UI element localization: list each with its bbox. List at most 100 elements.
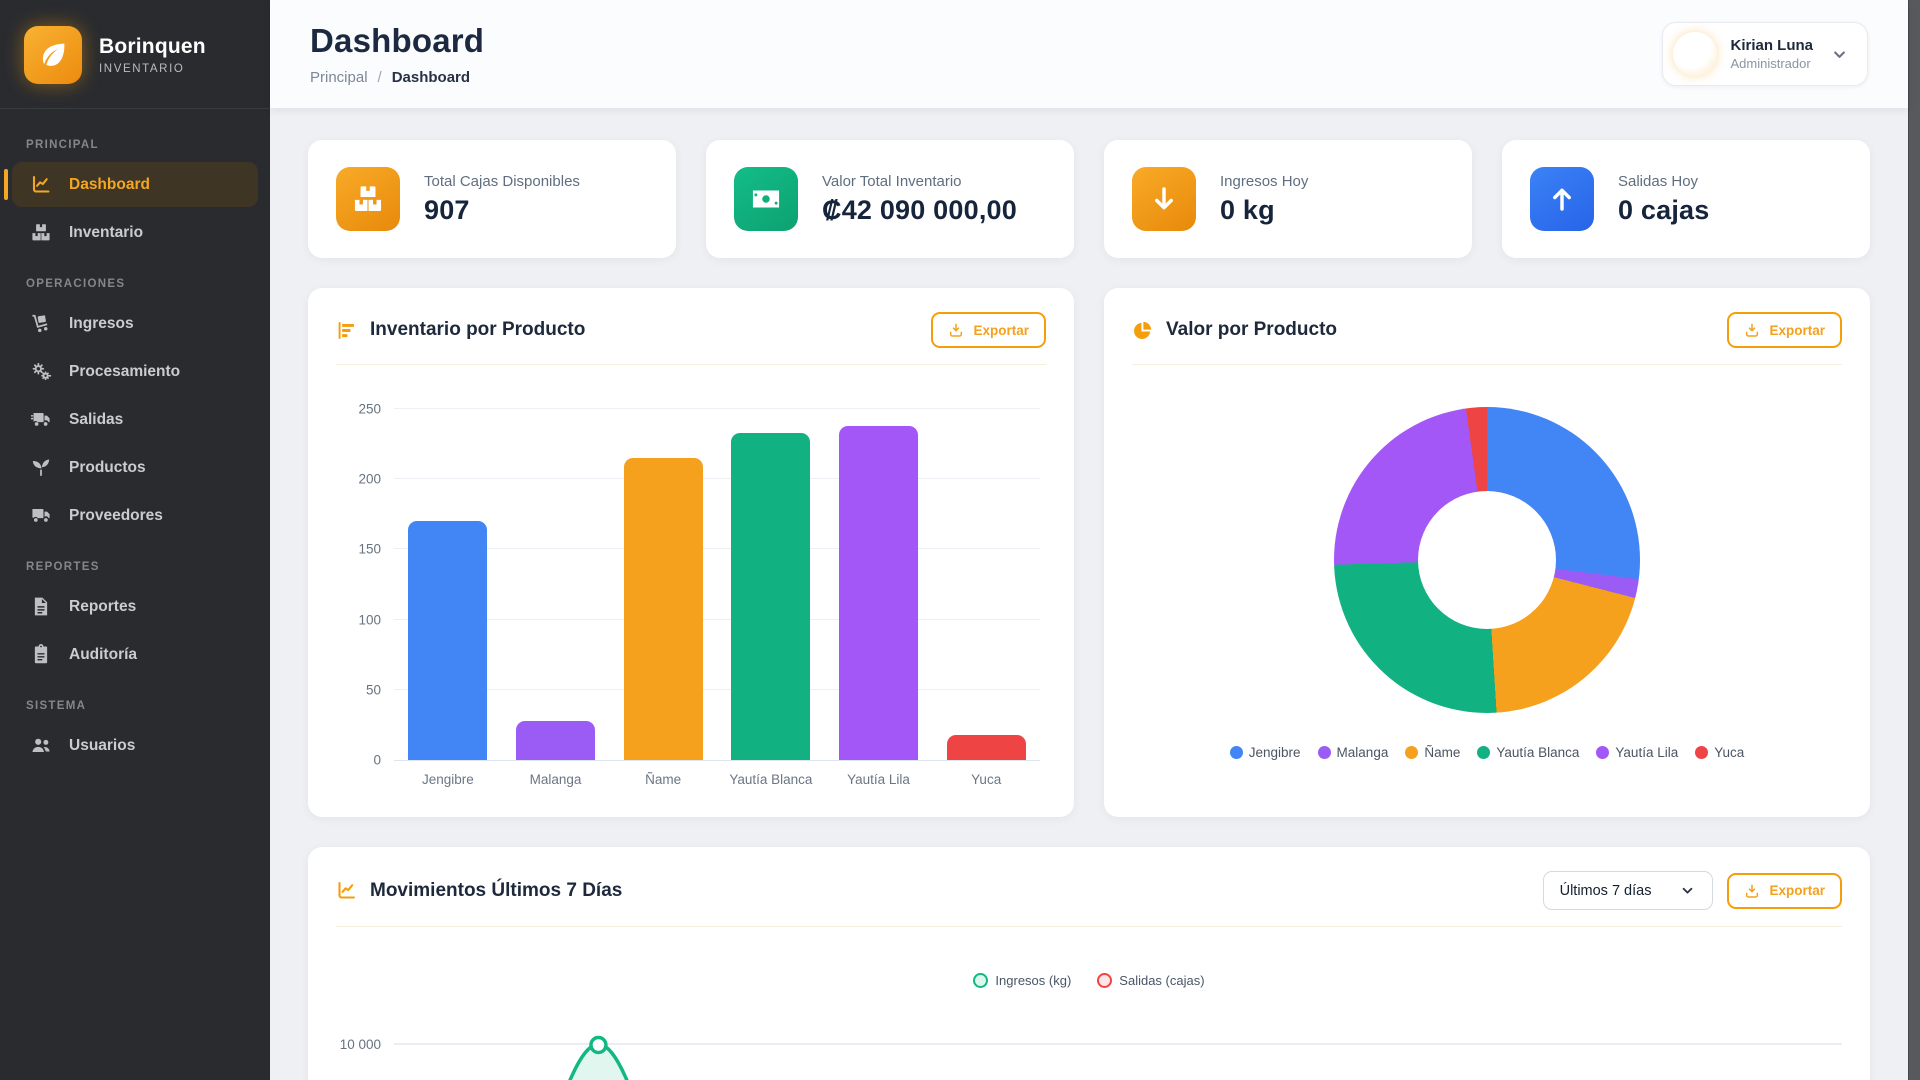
scrollbar[interactable] xyxy=(1908,0,1920,1080)
stat-text: Total Cajas Disponibles 907 xyxy=(424,173,580,226)
export-button[interactable]: Exportar xyxy=(1727,872,1842,909)
sidebar-item-reportes[interactable]: Reportes xyxy=(12,584,258,629)
topbar: Dashboard Principal / Dashboard Kirian L… xyxy=(270,0,1908,108)
bar-jengibre xyxy=(408,521,488,760)
legend-label: Salidas (cajas) xyxy=(1119,973,1205,988)
sidebar-item-productos[interactable]: Productos xyxy=(12,445,258,490)
sidebar-nav: PRINCIPAL Dashboard Inventario OPERACIONES I… xyxy=(0,109,270,791)
panel-title: Movimientos Últimos 7 Días xyxy=(336,880,622,902)
export-button[interactable]: Exportar xyxy=(931,312,1046,348)
line-chart-legend: Ingresos (kg) Salidas (cajas) xyxy=(336,973,1842,988)
sidebar-item-salidas[interactable]: Salidas xyxy=(12,397,258,442)
legend-item-yautia-blanca[interactable]: Yautía Blanca xyxy=(1477,745,1579,760)
sidebar-item-ingresos[interactable]: Ingresos xyxy=(12,301,258,346)
donut-chart: Jengibre Malanga Ñame Yautía Blanca Yautía L… xyxy=(1132,365,1842,760)
donut-ring xyxy=(1334,407,1640,713)
bar-column xyxy=(932,409,1040,760)
sidebar-item-label: Procesamiento xyxy=(69,362,181,380)
boxes-icon xyxy=(30,222,52,243)
line-chart-ytick: 10 000 xyxy=(339,1037,381,1052)
legend-item-name[interactable]: Ñame xyxy=(1405,745,1460,760)
charts-row: Inventario por Producto Exportar 0 50 100 1… xyxy=(308,288,1870,817)
nav-section-label-principal: PRINCIPAL xyxy=(26,139,99,151)
page-heading: Dashboard Principal / Dashboard xyxy=(310,22,484,86)
export-label: Exportar xyxy=(1769,322,1825,338)
dashboard-content: Total Cajas Disponibles 907 Valor Total In… xyxy=(270,108,1908,1080)
legend-label: Jengibre xyxy=(1248,745,1301,760)
x-axis-label: Yautía Lila xyxy=(847,772,910,787)
bar-malanga xyxy=(516,720,595,760)
sidebar-item-usuarios[interactable]: Usuarios xyxy=(12,723,258,768)
stat-card-valor-total-inventario: Valor Total Inventario ₡42 090 000,00 xyxy=(706,140,1074,258)
sidebar-item-auditoria[interactable]: Auditoría xyxy=(12,632,258,677)
donut-legend: Jengibre Malanga Ñame Yautía Blanca Yautía L… xyxy=(1229,745,1744,760)
boxes-icon xyxy=(336,167,400,231)
seedling-icon xyxy=(30,457,52,478)
sidebar-item-inventario[interactable]: Inventario xyxy=(12,210,258,255)
users-icon xyxy=(30,735,52,756)
range-select-value: Últimos 7 días xyxy=(1559,882,1652,899)
export-button[interactable]: Exportar xyxy=(1727,312,1842,348)
file-lines-icon xyxy=(30,596,52,617)
leaf-icon xyxy=(37,39,69,71)
sidebar-item-dashboard[interactable]: Dashboard xyxy=(4,162,258,207)
bar-chart-icon xyxy=(336,320,357,341)
user-menu[interactable]: Kirian Luna Administrador xyxy=(1662,22,1868,86)
pie-chart-icon xyxy=(1132,320,1153,341)
bar-column xyxy=(717,409,825,760)
panel-head: Movimientos Últimos 7 Días Últimos 7 día… xyxy=(336,871,1842,927)
legend-dot xyxy=(1229,746,1243,759)
arrow-up-icon xyxy=(1546,183,1578,215)
legend-item-yautia-lila[interactable]: Yautía Lila xyxy=(1596,745,1678,760)
ingresos-series-curve xyxy=(394,1035,1842,1080)
sidebar-item-procesamiento[interactable]: Procesamiento xyxy=(12,349,258,394)
panel-title-text: Valor por Producto xyxy=(1166,319,1338,340)
legend-label: Yautía Blanca xyxy=(1496,745,1580,760)
bar-name xyxy=(623,458,703,760)
stat-text: Valor Total Inventario ₡42 090 000,00 xyxy=(822,173,1017,226)
sidebar-item-label: Salidas xyxy=(69,410,124,428)
breadcrumb-separator: / xyxy=(377,69,382,86)
stats-row: Total Cajas Disponibles 907 Valor Total In… xyxy=(308,140,1870,258)
legend-item-jengibre[interactable]: Jengibre xyxy=(1229,745,1301,760)
y-axis-tick: 150 xyxy=(358,541,381,557)
page-title: Dashboard xyxy=(310,22,485,59)
breadcrumb: Principal / Dashboard xyxy=(310,69,484,86)
line-chart-icon xyxy=(336,880,357,901)
chart-line-icon xyxy=(30,174,52,195)
stat-text: Ingresos Hoy 0 kg xyxy=(1220,173,1308,226)
avatar xyxy=(1673,32,1718,76)
stat-card-total-cajas-disponibles: Total Cajas Disponibles 907 xyxy=(308,140,676,258)
line-chart-plot xyxy=(394,1030,1842,1080)
legend-item-yuca[interactable]: Yuca xyxy=(1695,745,1744,760)
sidebar-item-label: Productos xyxy=(69,458,146,476)
gears-icon xyxy=(30,361,52,382)
sidebar-item-label: Usuarios xyxy=(69,736,136,754)
breadcrumb-current: Dashboard xyxy=(391,69,471,86)
brand-logo xyxy=(24,26,82,84)
line-chart: 10 000 xyxy=(336,1030,1842,1080)
stat-value: 907 xyxy=(424,194,470,225)
clipboard-icon xyxy=(30,644,52,665)
range-select[interactable]: Últimos 7 días xyxy=(1542,871,1714,910)
money-bill-icon xyxy=(750,183,782,215)
bar-column xyxy=(394,409,502,760)
download-icon xyxy=(1744,322,1760,338)
nav-section-label-reportes: REPORTES xyxy=(26,561,100,573)
sidebar-item-proveedores[interactable]: Proveedores xyxy=(12,493,258,538)
money-bill-icon xyxy=(734,167,798,231)
chevron-down-icon xyxy=(1830,45,1849,64)
user-info: Kirian Luna Administrador xyxy=(1730,37,1813,71)
breadcrumb-parent[interactable]: Principal xyxy=(310,69,368,86)
export-label: Exportar xyxy=(973,322,1029,338)
panel-head: Inventario por Producto Exportar xyxy=(336,312,1046,365)
bar-column xyxy=(825,409,933,760)
legend-item-salidas-(cajas)[interactable]: Salidas (cajas) xyxy=(1097,973,1205,988)
brand-subtitle: INVENTARIO xyxy=(99,63,185,75)
bar-yautia-lila xyxy=(839,425,919,760)
legend-item-ingresos-(kg)[interactable]: Ingresos (kg) xyxy=(973,973,1071,988)
legend-label: Yuca xyxy=(1714,745,1745,760)
legend-item-malanga[interactable]: Malanga xyxy=(1317,745,1388,760)
x-axis-label: Malanga xyxy=(529,772,582,787)
panel-title: Valor por Producto xyxy=(1132,319,1337,341)
